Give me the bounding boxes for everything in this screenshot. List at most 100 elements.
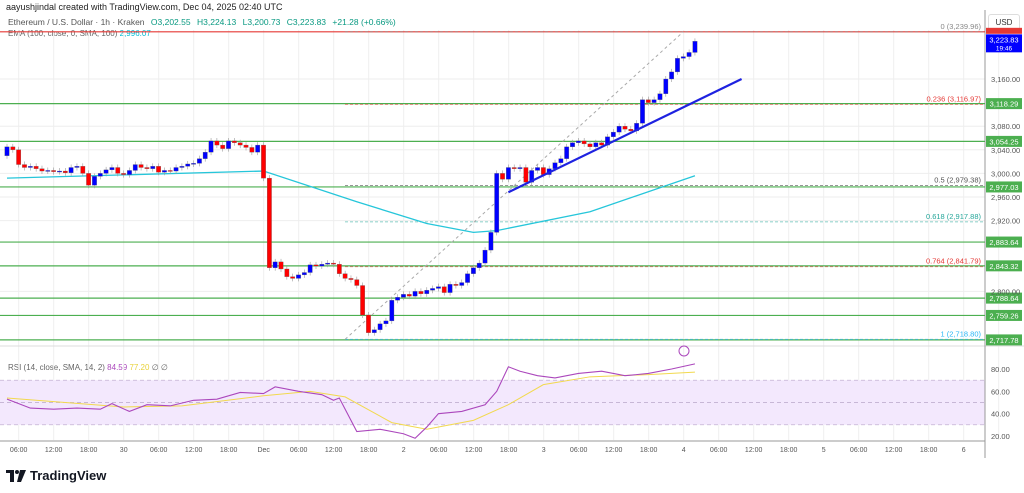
candle xyxy=(74,166,80,168)
time-tick-label: 18:00 xyxy=(920,447,938,454)
candle xyxy=(401,294,406,298)
candle xyxy=(86,173,91,186)
time-tick-label: 2 xyxy=(402,447,406,454)
candle xyxy=(441,286,447,293)
candle xyxy=(173,167,179,172)
rsi-legend[interactable]: RSI (14, close, SMA, 14, 2) 84.59 77.20 … xyxy=(8,363,168,372)
support-price-label: 3,118.29 xyxy=(990,100,1019,109)
ema-value: 2,996.07 xyxy=(119,29,151,38)
fib-level-label: 0.5 (2,979.38) xyxy=(934,176,981,185)
symbol-legend: Ethereum / U.S. Dollar · 1h · Kraken O3,… xyxy=(8,17,400,27)
time-tick-label: 4 xyxy=(682,447,686,454)
candle xyxy=(610,131,616,137)
rsi-label: RSI (14, close, SMA, 14, 2) xyxy=(8,363,105,372)
candle xyxy=(558,158,564,163)
support-price-label: 2,977.03 xyxy=(989,183,1018,192)
candle xyxy=(150,166,156,169)
time-tick-label: 06:00 xyxy=(570,447,588,454)
price-tick-label: 2,960.00 xyxy=(991,193,1020,202)
candle xyxy=(360,285,365,316)
candle xyxy=(319,264,325,267)
candle xyxy=(383,320,389,324)
candle-countdown: 19:46 xyxy=(996,45,1013,52)
rsi-tick-label: 60.00 xyxy=(991,387,1010,396)
time-tick-label: 12:00 xyxy=(745,447,763,454)
time-tick-label: 12:00 xyxy=(45,447,63,454)
candle xyxy=(214,140,220,146)
candle xyxy=(459,282,465,286)
candle xyxy=(675,58,680,73)
support-price-label: 3,054.25 xyxy=(989,137,1018,146)
candle xyxy=(261,144,266,179)
candle xyxy=(651,99,657,103)
candle xyxy=(226,140,231,149)
time-tick-label: 06:00 xyxy=(710,447,728,454)
ema-label: EMA (100, close, 0, SMA, 100) xyxy=(8,29,118,38)
candle xyxy=(622,126,628,130)
candle xyxy=(156,166,161,173)
candle xyxy=(33,166,39,169)
support-price-tag xyxy=(986,135,1022,147)
support-price-label: 2,883.64 xyxy=(989,238,1018,247)
candle xyxy=(4,146,10,156)
candle xyxy=(377,323,383,330)
candle xyxy=(296,274,301,279)
support-price-tag xyxy=(986,334,1022,346)
candle xyxy=(511,167,517,169)
ema-legend[interactable]: EMA (100, close, 0, SMA, 100) 2,996.07 xyxy=(8,29,151,38)
candle xyxy=(692,41,698,53)
candle xyxy=(179,166,185,168)
candle xyxy=(278,261,284,270)
candle xyxy=(529,170,535,183)
alert-marker-icon[interactable] xyxy=(678,345,690,357)
candle xyxy=(447,284,453,293)
candle xyxy=(132,164,138,171)
candle xyxy=(191,163,196,165)
support-price-label: 2,759.26 xyxy=(989,311,1018,320)
support-price-label: 2,788.64 xyxy=(989,294,1018,303)
resistance-price-tag xyxy=(986,27,1022,34)
candle xyxy=(307,264,313,273)
support-price-label: 2,717.78 xyxy=(989,336,1018,345)
trendline xyxy=(507,78,743,194)
candle xyxy=(424,290,430,294)
price-tick-label: 3,040.00 xyxy=(991,146,1020,155)
price-tick-label: 3,160.00 xyxy=(991,75,1020,84)
candle xyxy=(517,167,523,169)
support-price-tag xyxy=(986,292,1022,304)
rsi-tick-label: 20.00 xyxy=(991,432,1010,441)
candle xyxy=(109,167,115,171)
candle xyxy=(680,56,686,59)
current-price-label: 3,223.83 xyxy=(989,35,1018,44)
ohlc-open: O3,202.55 xyxy=(150,17,191,27)
symbol-name[interactable]: Ethereum / U.S. Dollar · 1h · Kraken xyxy=(8,17,145,27)
candle xyxy=(494,173,500,233)
candle xyxy=(657,93,663,100)
candle xyxy=(418,291,424,294)
candle xyxy=(243,144,249,148)
candle xyxy=(465,273,470,283)
candle xyxy=(331,262,336,265)
candle xyxy=(144,167,150,169)
price-chart[interactable]: 3,118.29 3,054.25 2,977.03 2,883.64 2,843.32… xyxy=(0,0,1024,462)
candle xyxy=(342,273,348,279)
time-tick-label: 18:00 xyxy=(640,447,658,454)
candle xyxy=(232,140,237,143)
candle xyxy=(62,170,68,173)
candle xyxy=(121,173,126,175)
candle xyxy=(80,166,86,174)
candle xyxy=(197,158,202,164)
candle xyxy=(97,173,103,177)
candle xyxy=(482,249,488,264)
candle xyxy=(599,142,605,146)
candle xyxy=(103,169,109,174)
candle xyxy=(476,262,482,268)
candle xyxy=(220,144,226,149)
candle xyxy=(669,71,674,80)
price-tick-label: 3,000.00 xyxy=(991,169,1020,178)
rsi-tick-label: 40.00 xyxy=(991,410,1010,419)
candle xyxy=(412,291,418,297)
tradingview-logo: TradingView xyxy=(6,468,106,483)
time-tick-label: 5 xyxy=(822,447,826,454)
candle xyxy=(389,300,395,322)
